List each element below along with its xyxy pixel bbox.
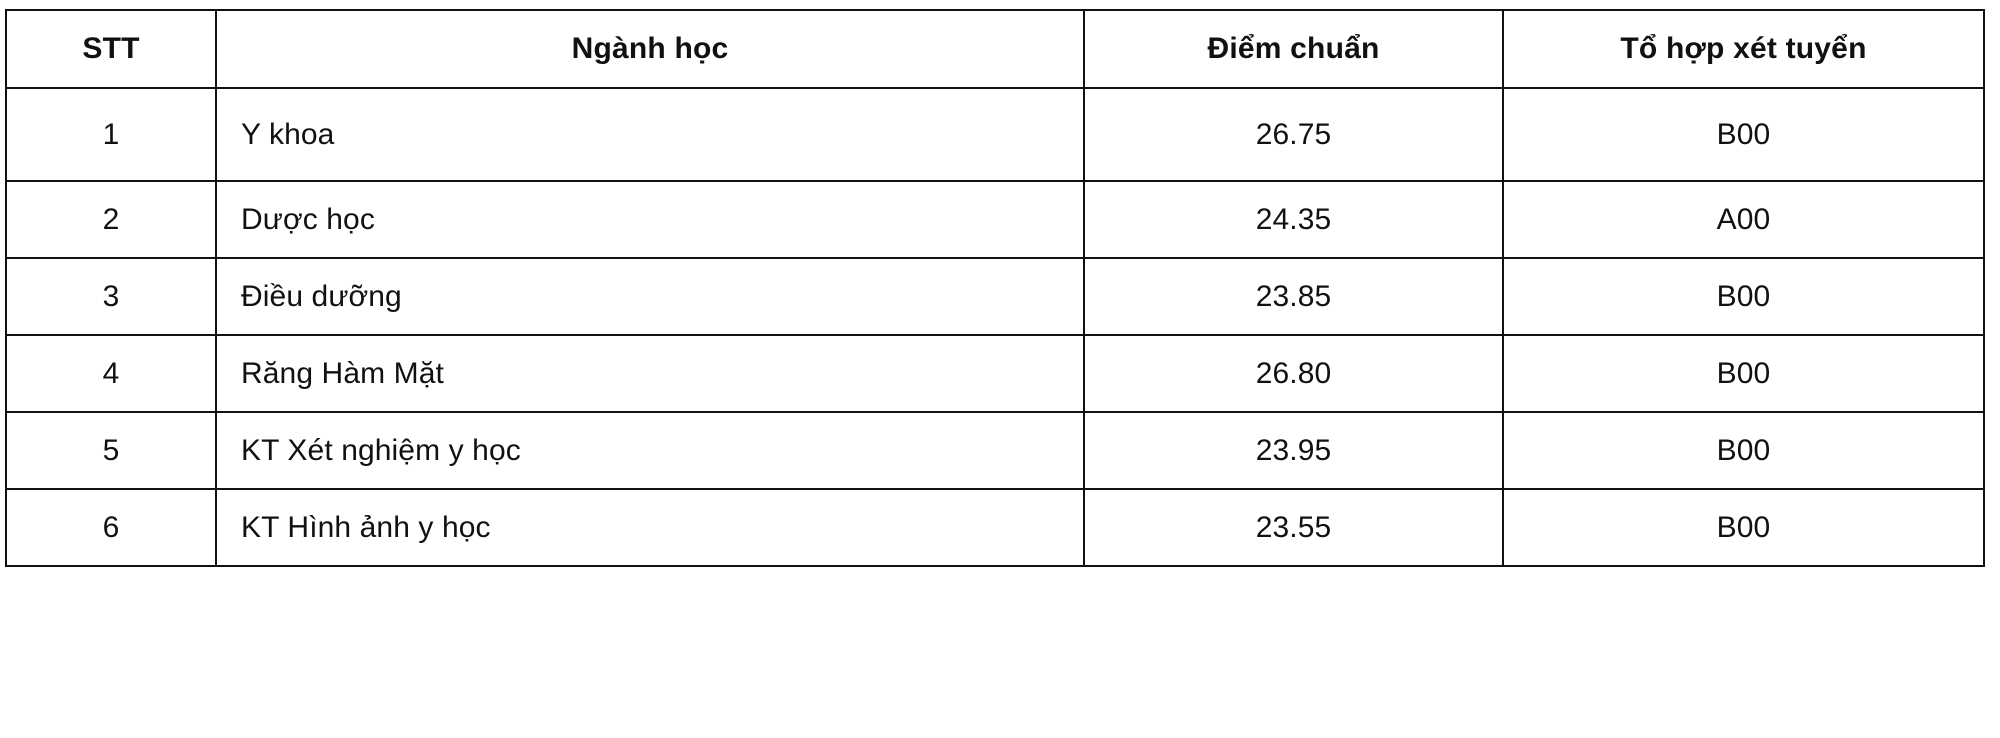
cell-score: 23.95 bbox=[1083, 411, 1504, 490]
table-row: 1 Y khoa 26.75 B00 bbox=[5, 87, 1985, 182]
column-header-stt: STT bbox=[5, 9, 217, 89]
cell-score: 26.75 bbox=[1083, 87, 1504, 182]
cell-combo: B00 bbox=[1502, 334, 1985, 413]
cell-stt: 5 bbox=[5, 411, 217, 490]
column-header-combo: Tổ hợp xét tuyển bbox=[1502, 9, 1985, 89]
cell-score: 23.85 bbox=[1083, 257, 1504, 336]
cell-score: 24.35 bbox=[1083, 180, 1504, 259]
cell-stt: 2 bbox=[5, 180, 217, 259]
table-row: 4 Răng Hàm Mặt 26.80 B00 bbox=[5, 334, 1985, 413]
column-header-score: Điểm chuẩn bbox=[1083, 9, 1504, 89]
cell-stt: 3 bbox=[5, 257, 217, 336]
cell-major: Răng Hàm Mặt bbox=[215, 334, 1085, 413]
table-body: 1 Y khoa 26.75 B00 2 Dược học 24.35 A00 … bbox=[5, 87, 1985, 567]
table-row: 6 KT Hình ảnh y học 23.55 B00 bbox=[5, 488, 1985, 567]
table-row: 5 KT Xét nghiệm y học 23.95 B00 bbox=[5, 411, 1985, 490]
cell-combo: B00 bbox=[1502, 411, 1985, 490]
column-header-major: Ngành học bbox=[215, 9, 1085, 89]
cell-major: KT Xét nghiệm y học bbox=[215, 411, 1085, 490]
cell-major: KT Hình ảnh y học bbox=[215, 488, 1085, 567]
table-row: 2 Dược học 24.35 A00 bbox=[5, 180, 1985, 259]
cell-score: 23.55 bbox=[1083, 488, 1504, 567]
cell-major: Điều dưỡng bbox=[215, 257, 1085, 336]
table-header-row: STT Ngành học Điểm chuẩn Tổ hợp xét tuyể… bbox=[5, 9, 1985, 89]
cell-combo: A00 bbox=[1502, 180, 1985, 259]
cell-combo: B00 bbox=[1502, 257, 1985, 336]
cell-score: 26.80 bbox=[1083, 334, 1504, 413]
cell-major: Y khoa bbox=[215, 87, 1085, 182]
cell-combo: B00 bbox=[1502, 87, 1985, 182]
cell-stt: 1 bbox=[5, 87, 217, 182]
cell-stt: 6 bbox=[5, 488, 217, 567]
table-header: STT Ngành học Điểm chuẩn Tổ hợp xét tuyể… bbox=[5, 9, 1985, 89]
table-row: 3 Điều dưỡng 23.85 B00 bbox=[5, 257, 1985, 336]
cell-stt: 4 bbox=[5, 334, 217, 413]
admission-scores-table: STT Ngành học Điểm chuẩn Tổ hợp xét tuyể… bbox=[5, 9, 1985, 567]
cell-combo: B00 bbox=[1502, 488, 1985, 567]
cell-major: Dược học bbox=[215, 180, 1085, 259]
